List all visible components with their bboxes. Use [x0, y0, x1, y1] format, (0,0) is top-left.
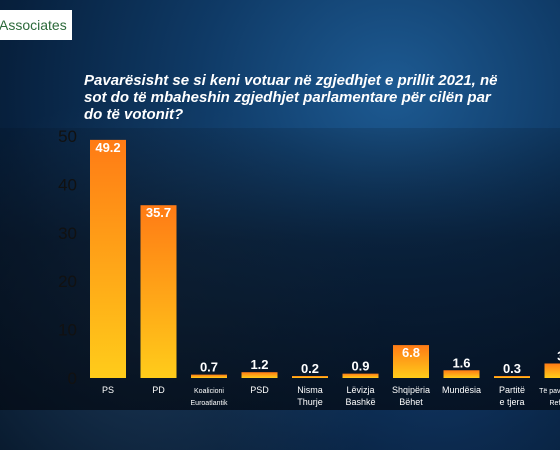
bar	[443, 370, 480, 378]
data-label: 0.3	[503, 361, 521, 376]
bar-series	[90, 139, 560, 378]
category-label: PS	[102, 385, 114, 395]
data-label: 3.	[557, 348, 560, 363]
bar	[292, 376, 328, 378]
y-tick-label: 40	[58, 175, 77, 194]
brand-logo: Associates	[0, 10, 72, 40]
data-label: 1.2	[250, 357, 268, 372]
y-tick-label: 30	[58, 224, 77, 243]
category-label: Nisma Thurje	[297, 385, 323, 407]
category-label: PSD	[250, 385, 269, 395]
data-label: 6.8	[402, 345, 420, 360]
bar	[241, 372, 278, 378]
bar	[494, 376, 530, 378]
bar	[140, 205, 177, 378]
bar	[544, 363, 560, 378]
bar	[342, 373, 379, 378]
data-label: 0.7	[200, 360, 218, 375]
y-axis: 0 10 20 30 40 50	[58, 127, 77, 388]
category-label: Koalicioni Euroatlantik	[191, 388, 228, 407]
y-tick-label: 20	[58, 272, 77, 291]
y-tick-label: 10	[58, 321, 77, 340]
data-label: 35.7	[146, 205, 171, 220]
value-labels: 49.2 35.7 0.7 1.2 0.2 0.9 6.8 1.6 0.3 3.	[95, 140, 560, 376]
category-label: PD	[152, 385, 165, 395]
bar	[393, 345, 429, 378]
survey-question: Pavarësisht se si keni votuar në zgjedhj…	[84, 72, 498, 123]
bar	[191, 374, 227, 378]
category-label: Partitë e tjera	[499, 385, 525, 407]
category-label: Mundësia	[442, 385, 481, 395]
category-label: Të pavendosurRefuzon	[539, 388, 560, 407]
data-label: 1.6	[452, 355, 470, 370]
category-label: Lëvizja Bashkë	[345, 385, 375, 407]
data-label: 0.2	[301, 361, 319, 376]
category-labels: PS PD Koalicioni Euroatlantik PSD Nisma Thurje…	[102, 385, 560, 407]
category-label: Shqipëria Bëhet	[392, 385, 430, 407]
bar	[90, 139, 126, 378]
data-label: 0.9	[351, 359, 369, 374]
y-tick-label: 50	[58, 127, 77, 146]
data-label: 49.2	[95, 140, 120, 155]
y-tick-label: 0	[68, 369, 77, 388]
